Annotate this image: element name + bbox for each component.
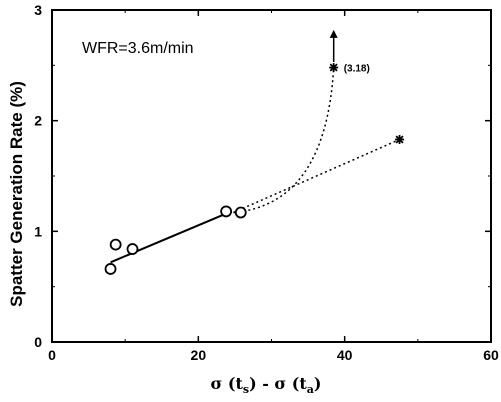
data-point-circle [126, 243, 139, 255]
dotted-line [233, 138, 400, 214]
data-point-asterisk [395, 134, 405, 144]
asterisk-stroke [395, 135, 404, 144]
x-label-suffix: ) [314, 374, 322, 393]
y-tick-label: 1 [34, 223, 42, 239]
data-markers: (3.18) [104, 63, 405, 275]
asterisk-value-label: (3.18) [344, 64, 370, 75]
arrow-head [329, 29, 338, 38]
x-tick-label: 40 [337, 347, 353, 363]
x-tick-label: 20 [191, 347, 207, 363]
x-label-subscript-s: s [243, 383, 249, 396]
data-point-circle [109, 238, 122, 251]
y-axis-label: Spatter Generation Rate (%) [7, 81, 26, 307]
x-label-prefix: σ (t [211, 374, 244, 393]
plot-frame [51, 9, 492, 343]
axes-frame [51, 9, 492, 343]
axis-tick-labels: 0 20 40 60 0 1 2 3 [34, 2, 499, 363]
asterisk-stroke [329, 63, 338, 72]
axis-ticks [51, 9, 492, 343]
x-label-middle: ) - σ (t [249, 374, 307, 393]
y-tick-label: 3 [34, 2, 42, 18]
dotted-curve [233, 67, 335, 214]
y-tick-label: 0 [34, 334, 42, 350]
x-axis-label: σ (ts) - σ (ta) [211, 374, 322, 396]
data-point-asterisk [329, 63, 339, 73]
fit-line [110, 210, 232, 264]
x-tick-label: 0 [48, 347, 56, 363]
x-label-subscript-a: a [307, 383, 314, 396]
data-point-circle [104, 263, 117, 275]
wfr-annotation: WFR=3.6m/min [82, 40, 194, 57]
data-point-circle [234, 206, 247, 219]
y-tick-label: 2 [34, 113, 42, 129]
x-tick-label: 60 [483, 347, 499, 363]
data-point-circle [220, 205, 233, 218]
